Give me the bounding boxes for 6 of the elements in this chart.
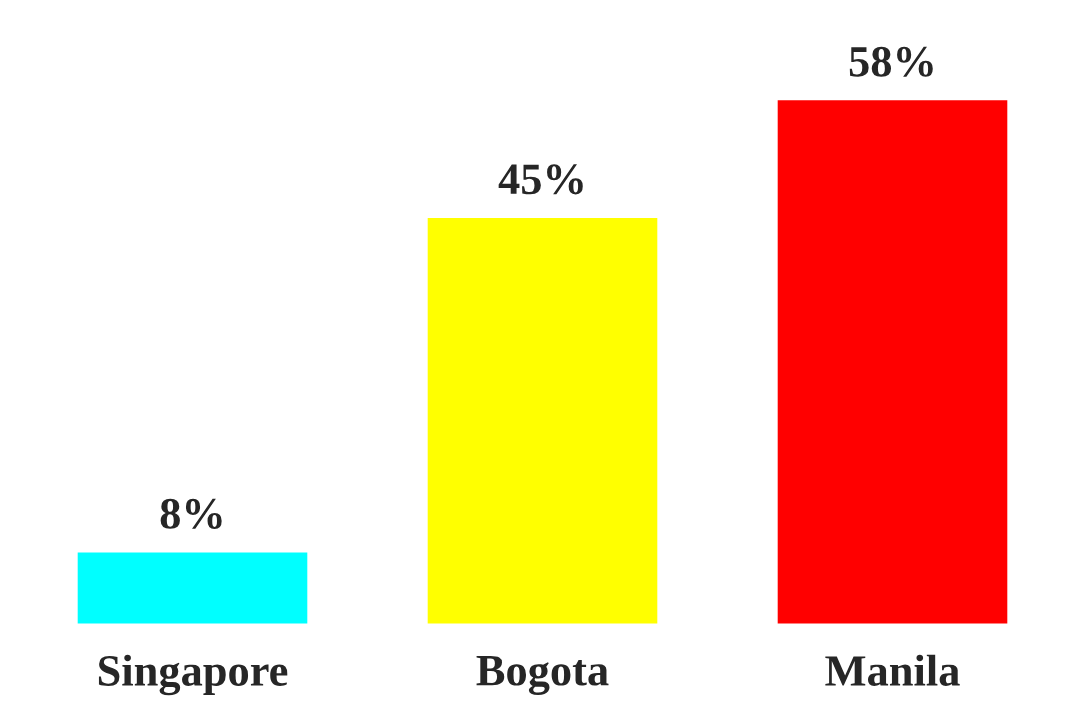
data-label: 45% xyxy=(498,164,583,195)
x-tick-label: Manila xyxy=(825,654,960,686)
data-label: 8% xyxy=(160,498,222,529)
x-tick-label: Singapore xyxy=(98,654,288,696)
x-tick-label: Bogota xyxy=(476,656,609,695)
data-label: 58% xyxy=(849,46,933,77)
